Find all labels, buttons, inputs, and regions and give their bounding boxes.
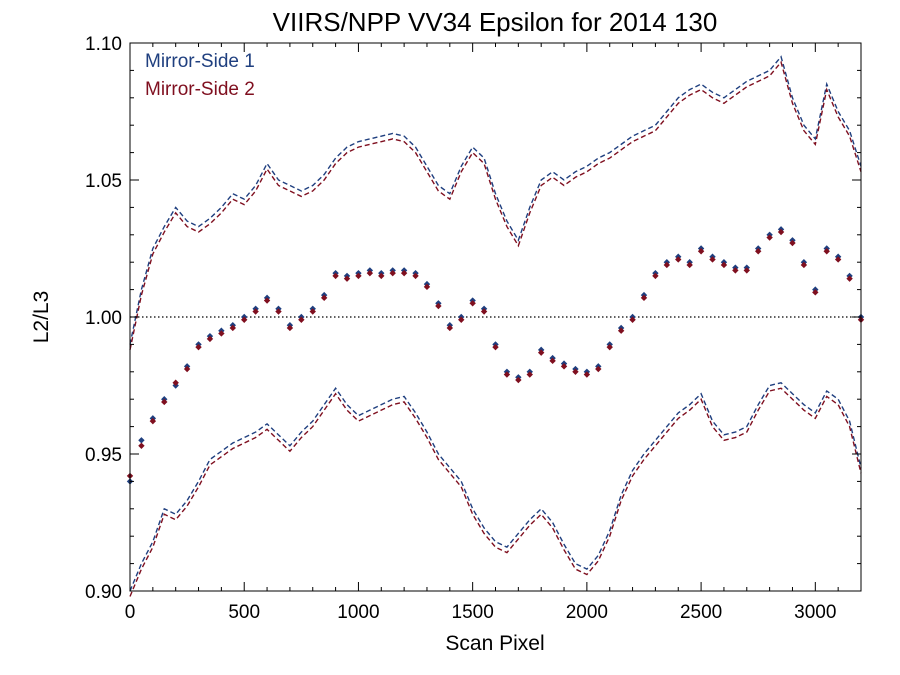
data-point [766,234,773,241]
data-point [537,349,545,356]
x-tick-label: 1500 [452,602,494,623]
y-tick-label: 0.90 [85,582,122,603]
plot-area [126,55,865,597]
data-point [149,417,157,425]
series-line-2 [129,55,862,345]
data-point [229,324,236,332]
axis-ticks: 0 500 1000 1500 2000 2500 3000 0.90 0.95 1.00 1.05… [85,34,862,623]
data-point [789,239,796,247]
data-point [275,308,282,315]
data-point [652,272,659,280]
data-point [640,294,648,302]
x-tick-label: 500 [228,602,260,623]
x-tick-label: 0 [125,602,136,623]
series-line-4 [129,381,862,592]
y-tick-label: 1.00 [85,308,122,329]
data-point [172,379,179,386]
data-point [812,289,819,296]
data-point [503,371,511,378]
data-point [206,335,214,343]
x-tick-label: 3000 [794,602,836,623]
data-point [286,324,294,332]
data-point [800,261,808,269]
data-point [446,324,454,332]
x-tick-label: 1000 [337,602,379,623]
y-tick-label: 0.95 [85,445,122,466]
data-point [777,228,785,236]
data-point [320,294,328,302]
data-point [458,316,465,323]
data-point [846,275,853,282]
data-point [583,371,591,378]
data-point [732,267,739,274]
y-tick-label: 1.05 [85,171,122,192]
data-point [675,256,682,263]
chart-title: VIIRS/NPP VV34 Epsilon for 2014 130 [273,7,718,37]
legend-label-mirror-side-2: Mirror-Side 2 [145,79,255,100]
data-point [161,398,168,406]
data-point [629,316,636,323]
y-tick-label: 1.10 [85,34,122,55]
data-point [595,365,602,373]
data-point [515,376,522,384]
data-point [663,261,671,269]
data-point [218,330,225,337]
data-point [423,283,431,291]
data-point [343,275,351,282]
data-point [720,261,728,269]
data-point [480,308,488,315]
data-point [389,269,396,277]
series-line-3 [129,60,862,351]
data-point [617,327,625,334]
data-point [469,300,476,307]
data-point [355,272,362,280]
data-point [697,248,705,255]
data-point [743,267,750,274]
data-point [572,368,579,375]
data-point [378,272,385,280]
data-point [195,343,202,351]
data-point [138,437,145,444]
data-point [834,256,842,263]
y-axis-label: L2/L3 [30,291,53,344]
data-point [400,269,408,277]
data-point [435,302,442,310]
data-point [823,248,830,255]
data-point [526,371,533,378]
data-point [263,297,271,304]
data-point [183,365,191,373]
x-tick-label: 2000 [566,602,608,623]
x-tick-label: 2500 [680,602,722,623]
x-axis-label: Scan Pixel [445,632,544,655]
data-point [412,272,419,280]
data-point [492,343,499,351]
data-point [298,316,305,323]
series-line-5 [129,387,862,597]
data-point [138,442,145,449]
data-point [755,248,762,255]
data-point [332,272,339,280]
data-point [549,357,556,365]
data-point [366,269,374,277]
data-point [252,308,259,315]
data-point [560,363,568,370]
data-point [606,343,613,351]
data-point [686,261,693,269]
data-point [709,256,716,263]
legend-label-mirror-side-1: Mirror-Side 1 [145,51,255,72]
series-points-1 [126,228,865,480]
data-point [241,316,248,323]
data-point [309,308,316,315]
